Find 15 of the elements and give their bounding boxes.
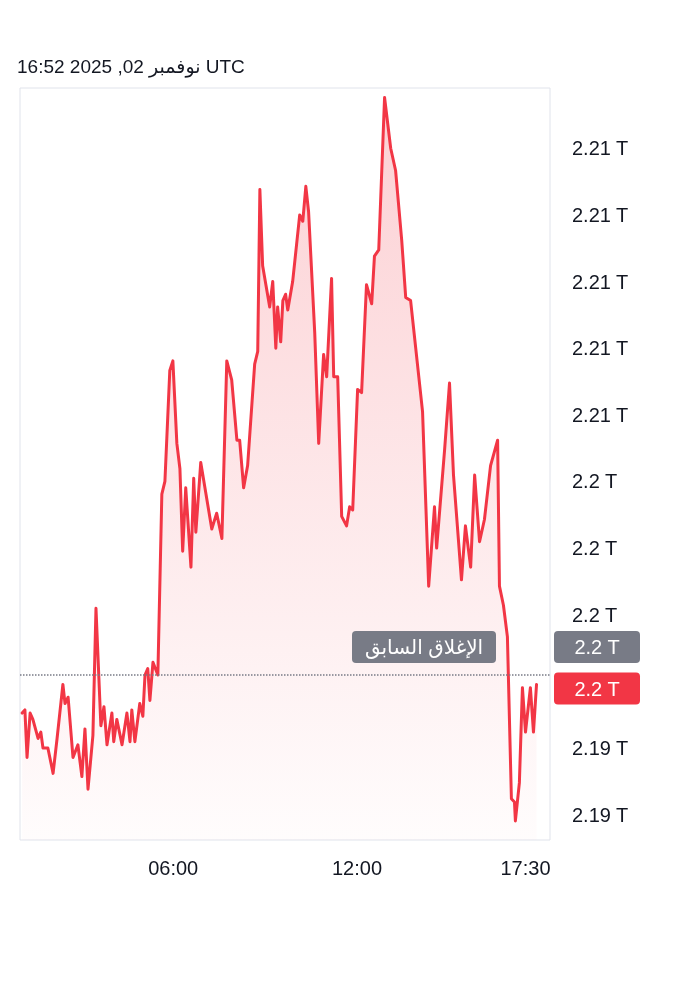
y-tick-label: 2.19 T xyxy=(572,736,629,759)
chart-title: نوفمبر 02, 2025 16:52 UTC xyxy=(17,56,245,78)
y-tick-label: 2.21 T xyxy=(572,270,629,293)
y-tick-label: 2.2 T xyxy=(572,537,618,560)
y-tick-label: 2.21 T xyxy=(572,337,629,360)
y-tick-label: 2.21 T xyxy=(572,203,629,226)
y-tick-label: 2.2 T xyxy=(572,603,618,626)
y-tick-label: 2.19 T xyxy=(572,803,629,826)
y-tick-label: 2.2 T xyxy=(572,470,618,493)
ref-line-label: الإغلاق السابق xyxy=(364,636,484,659)
x-tick-label: 12:00 xyxy=(331,857,383,879)
x-tick-label: 06:00 xyxy=(148,857,199,879)
y-tick-label: 2.21 T xyxy=(572,403,629,426)
x-tick-label: 17:30 xyxy=(500,857,551,879)
y-tick-label: 2.21 T xyxy=(572,137,629,160)
